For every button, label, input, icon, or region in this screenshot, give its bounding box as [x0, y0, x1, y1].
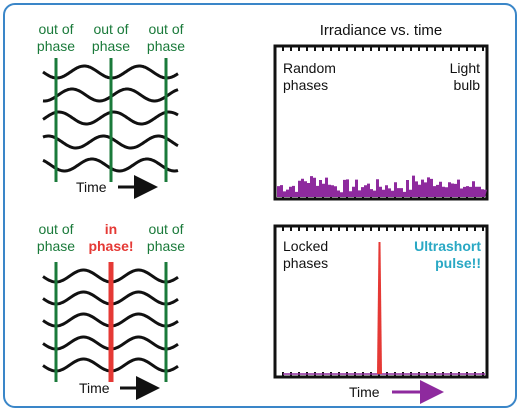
wave-label: out of phase [91, 21, 131, 54]
random-phases-text: Random phases [283, 60, 336, 93]
in-phase-label: in phase! [88, 221, 134, 254]
irradiance-plot-box [273, 44, 489, 201]
wave-label: out of phase [36, 221, 76, 254]
wave-label: out of phase [146, 21, 186, 54]
time-label: Time [349, 384, 380, 400]
ultrashort-pulse-spike [377, 242, 382, 374]
wave-label: out of phase [36, 21, 76, 54]
plot-title: Irradiance vs. time [319, 22, 443, 39]
wave-label: out of phase [146, 221, 186, 254]
locked-phases-text: Locked phases [283, 238, 329, 271]
light-bulb-text: Light bulb [449, 60, 480, 93]
time-label: Time [76, 179, 107, 195]
time-label: Time [79, 380, 110, 396]
ultrashort-pulse-text: Ultrashort pulse!! [414, 238, 481, 271]
figure-frame [3, 3, 517, 408]
random-irradiance-trace [277, 175, 487, 197]
pulse-plot-box [273, 224, 489, 379]
